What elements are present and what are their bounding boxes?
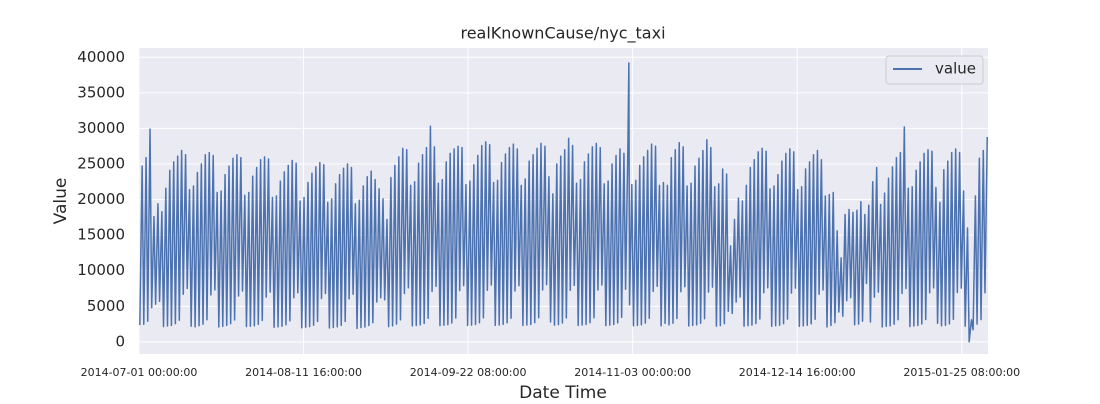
- x-tick-label: 2014-11-03 00:00:00: [574, 366, 691, 379]
- x-tick-label: 2014-12-14 16:00:00: [739, 366, 856, 379]
- x-tick-label: 2015-01-25 08:00:00: [903, 366, 1020, 379]
- x-axis-label: Date Time: [519, 383, 607, 400]
- y-tick-label: 20000: [77, 190, 125, 208]
- x-tick-label: 2014-08-11 16:00:00: [245, 366, 362, 379]
- x-tick-label: 2014-07-01 00:00:00: [81, 366, 198, 379]
- x-tick-label: 2014-09-22 08:00:00: [410, 366, 527, 379]
- y-tick-label: 25000: [77, 154, 125, 172]
- y-tick-label: 5000: [87, 297, 125, 315]
- legend-box: [885, 55, 984, 85]
- y-tick-label: 15000: [77, 226, 125, 244]
- y-tick-label: 10000: [77, 261, 125, 279]
- y-tick-label: 40000: [77, 48, 125, 66]
- y-tick-label: 0: [115, 332, 125, 350]
- y-axis-label: Value: [51, 178, 71, 225]
- line-series: [139, 62, 988, 343]
- chart-title: realKnownCause/nyc_taxi: [460, 24, 665, 44]
- y-tick-label: 35000: [77, 83, 125, 101]
- y-tick-label: 30000: [77, 119, 125, 137]
- legend-label: value: [935, 60, 976, 78]
